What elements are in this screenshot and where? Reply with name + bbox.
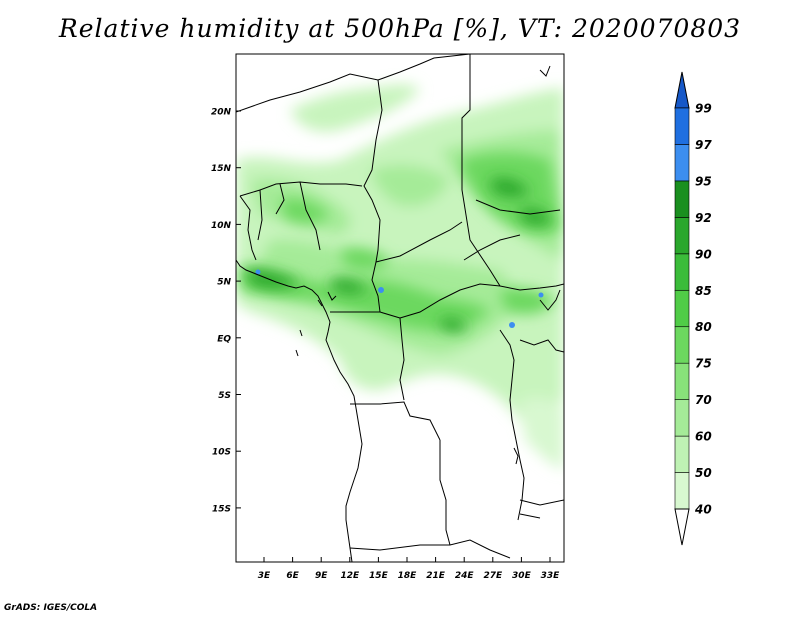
colorbar-segment bbox=[674, 326, 690, 364]
colorbar-label: 60 bbox=[695, 430, 712, 444]
lat-tick-label: 20N bbox=[211, 108, 232, 118]
lon-tick-label: 3E bbox=[258, 571, 271, 581]
colorbar-segment bbox=[674, 107, 690, 145]
lon-tick-label: 21E bbox=[426, 571, 446, 581]
colorbar: 40 50 60 70 75 80 85 90 92 95 97 99 bbox=[674, 71, 712, 546]
colorbar-segment bbox=[674, 362, 690, 400]
colorbar-label: 97 bbox=[695, 138, 712, 152]
lon-tick-label: 9E bbox=[315, 571, 328, 581]
colorbar-segment bbox=[674, 253, 690, 291]
lat-tick-label: 15N bbox=[211, 164, 232, 174]
colorbar-label: 85 bbox=[695, 284, 712, 298]
lon-tick-label: 15E bbox=[369, 571, 389, 581]
lon-tick-label: 6E bbox=[286, 571, 299, 581]
lat-tick-label: 15S bbox=[212, 504, 231, 514]
colorbar-label: 99 bbox=[695, 102, 712, 116]
lon-tick-label: 24E bbox=[455, 571, 475, 581]
colorbar-label: 40 bbox=[694, 503, 712, 517]
colorbar-segment bbox=[674, 217, 690, 255]
colorbar-segment bbox=[674, 144, 690, 182]
humidity-field bbox=[236, 84, 564, 470]
lat-tick-label: 5S bbox=[218, 391, 231, 401]
colorbar-label: 50 bbox=[695, 466, 712, 480]
colorbar-segment bbox=[674, 472, 690, 510]
map-title: Relative humidity at 500hPa [%], VT: 202… bbox=[58, 14, 742, 43]
lon-tick-label: 30E bbox=[512, 571, 532, 581]
colorbar-label: 95 bbox=[695, 174, 712, 188]
lon-axis: 3E 6E 9E 12E 15E 18E 21E 24E 27E 30E 33E bbox=[258, 557, 560, 581]
colorbar-segment bbox=[674, 435, 690, 473]
lon-tick-label: 27E bbox=[483, 571, 503, 581]
colorbar-label: 90 bbox=[695, 247, 712, 261]
colorbar-label: 92 bbox=[695, 211, 712, 225]
lat-tick-label: 10S bbox=[212, 448, 231, 458]
lon-tick-label: 12E bbox=[340, 571, 360, 581]
colorbar-segment bbox=[674, 180, 690, 218]
lon-tick-label: 33E bbox=[541, 571, 561, 581]
credit-label: GrADS: IGES/COLA bbox=[4, 603, 98, 613]
lat-tick-label: 5N bbox=[217, 278, 231, 288]
colorbar-segment bbox=[674, 289, 690, 328]
map-frame bbox=[235, 53, 565, 563]
colorbar-top-arrow bbox=[674, 71, 690, 109]
colorbar-bottom-arrow bbox=[674, 508, 690, 546]
colorbar-label: 80 bbox=[695, 320, 712, 334]
colorbar-label: 75 bbox=[695, 357, 712, 371]
lat-tick-label: 10N bbox=[211, 221, 232, 231]
lon-tick-label: 18E bbox=[398, 571, 418, 581]
colorbar-segment bbox=[674, 399, 690, 437]
lat-tick-label: EQ bbox=[217, 334, 231, 344]
colorbar-label: 70 bbox=[695, 393, 712, 407]
lat-axis: 20N 15N 10N 5N EQ 5S 10S 15S bbox=[211, 108, 241, 514]
coastline-borders bbox=[236, 54, 564, 562]
